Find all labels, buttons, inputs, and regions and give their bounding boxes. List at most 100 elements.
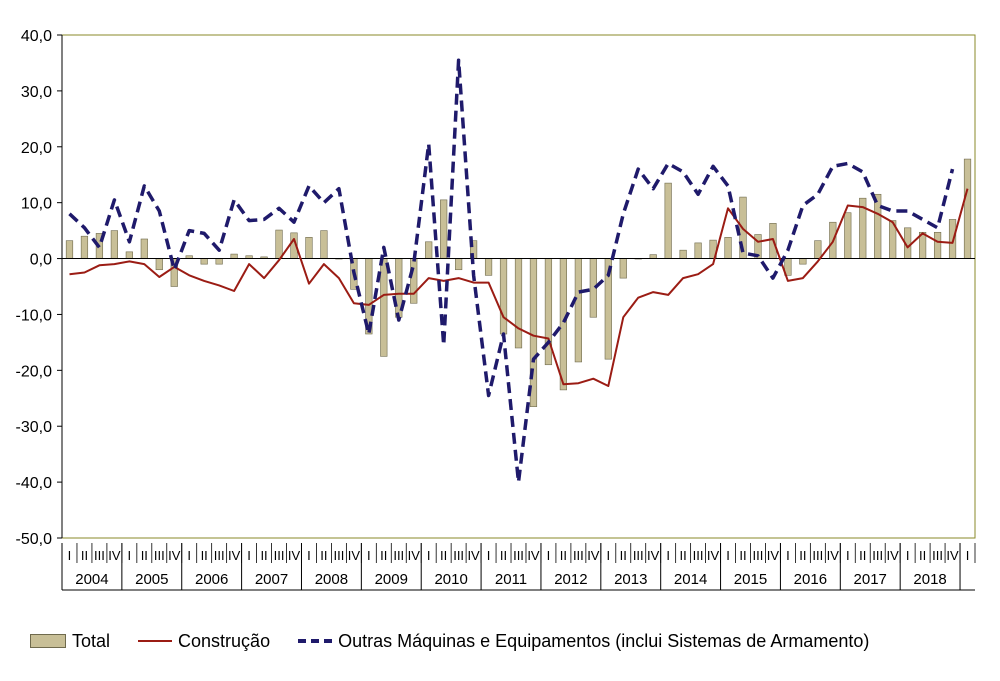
bar-total <box>410 258 418 304</box>
bar-total <box>679 249 687 259</box>
quarter-label: I <box>367 548 371 563</box>
bar-total <box>664 182 672 259</box>
bar-total <box>275 229 283 259</box>
bar-total <box>574 258 582 363</box>
quarter-label: III <box>573 548 584 563</box>
year-label: 2005 <box>135 571 168 588</box>
y-tick-label: -10,0 <box>16 307 53 324</box>
y-tick-label: 0,0 <box>30 252 52 269</box>
bar-total <box>65 240 74 259</box>
quarter-label: III <box>333 548 344 563</box>
quarter-label: III <box>812 548 823 563</box>
quarter-label: IV <box>408 548 421 563</box>
bar-total <box>230 253 238 259</box>
quarter-label: I <box>128 548 132 563</box>
quarter-label: III <box>453 548 464 563</box>
year-label: 2016 <box>794 571 827 588</box>
quarter-label: II <box>560 548 567 563</box>
bar-total <box>814 240 822 259</box>
line-outras-maquinas <box>68 58 955 484</box>
bar-total <box>963 158 972 259</box>
bar-total <box>125 251 133 259</box>
quarter-label: IV <box>348 548 361 563</box>
quarter-label: I <box>906 548 910 563</box>
year-label: 2004 <box>75 571 108 588</box>
bar-total <box>514 258 523 349</box>
quarter-label: II <box>799 548 806 563</box>
bar-total <box>649 254 657 259</box>
quarter-label: III <box>214 548 225 563</box>
quarter-label: I <box>547 548 551 563</box>
quarter-label: II <box>440 548 447 563</box>
legend-swatch-construcao <box>138 640 173 642</box>
y-tick-label: -20,0 <box>16 363 53 380</box>
y-tick-label: 10,0 <box>21 196 52 213</box>
quarter-label: IV <box>767 548 780 563</box>
quarter-label: I <box>606 548 610 563</box>
year-label: 2012 <box>554 571 587 588</box>
quarter-label: I <box>187 548 191 563</box>
quarter-label: II <box>201 548 208 563</box>
line-construcao <box>69 188 969 387</box>
quarter-label: IV <box>887 548 900 563</box>
chart-legend: Total Construção Outras Máquinas e Equip… <box>30 626 897 656</box>
bar-total <box>724 237 732 259</box>
chart-plot: 40,0 30,0 20,0 10,0 0,0 -10,0 -20,0 -30,0 -40,0 -… <box>16 28 976 591</box>
y-tick-label: -30,0 <box>16 419 53 436</box>
y-tick-label: -50,0 <box>16 531 53 548</box>
bar-total <box>499 258 508 335</box>
quarter-label: IV <box>527 548 540 563</box>
bar-total <box>484 258 493 276</box>
year-label: 2006 <box>195 571 228 588</box>
bar-total <box>200 258 208 265</box>
year-label: 2011 <box>495 571 527 588</box>
year-label: 2015 <box>734 571 767 588</box>
year-label: 2008 <box>315 571 348 588</box>
quarter-label: III <box>513 548 524 563</box>
quarter-label: I <box>966 548 970 563</box>
quarter-label: III <box>633 548 644 563</box>
quarter-label: II <box>81 548 88 563</box>
bar-total <box>140 238 148 259</box>
quarter-label: III <box>872 548 883 563</box>
bar-total <box>320 230 328 259</box>
quarter-label: II <box>260 548 267 563</box>
quarter-label: II <box>620 548 627 563</box>
bar-total <box>215 258 223 265</box>
year-label: 2017 <box>854 571 887 588</box>
year-label: 2013 <box>614 571 647 588</box>
bar-total <box>455 258 463 271</box>
bar-total <box>933 231 942 259</box>
quarter-label: III <box>154 548 165 563</box>
y-tick-label: 40,0 <box>21 28 52 45</box>
y-tick-label: 30,0 <box>21 84 52 101</box>
bar-total <box>874 193 882 259</box>
bar-total <box>799 258 807 265</box>
bar-total <box>110 230 118 259</box>
quarter-label: II <box>141 548 148 563</box>
bar-total <box>380 258 388 357</box>
year-label: 2014 <box>674 571 707 588</box>
quarter-label: IV <box>288 548 301 563</box>
year-label: 2007 <box>255 571 288 588</box>
quarter-label: II <box>320 548 327 563</box>
quarter-label: II <box>680 548 687 563</box>
quarter-label: IV <box>587 548 600 563</box>
quarter-label: III <box>274 548 285 563</box>
quarter-label: II <box>859 548 866 563</box>
quarter-label: II <box>380 548 387 563</box>
quarter-label: III <box>753 548 764 563</box>
quarter-label: III <box>932 548 943 563</box>
quarter-label: IV <box>946 548 959 563</box>
legend-label-outras: Outras Máquinas e Equipamentos (inclui S… <box>338 630 870 651</box>
legend-item-construcao: Construção <box>138 631 270 652</box>
quarter-label: I <box>487 548 491 563</box>
year-label: 2010 <box>434 571 467 588</box>
bar-total <box>619 258 627 279</box>
bar-total <box>529 258 538 407</box>
quarter-label: IV <box>827 548 840 563</box>
legend-swatch-outras <box>298 639 333 643</box>
quarter-label: II <box>919 548 926 563</box>
y-tick-label: 20,0 <box>21 140 52 157</box>
bar-total <box>559 258 568 391</box>
